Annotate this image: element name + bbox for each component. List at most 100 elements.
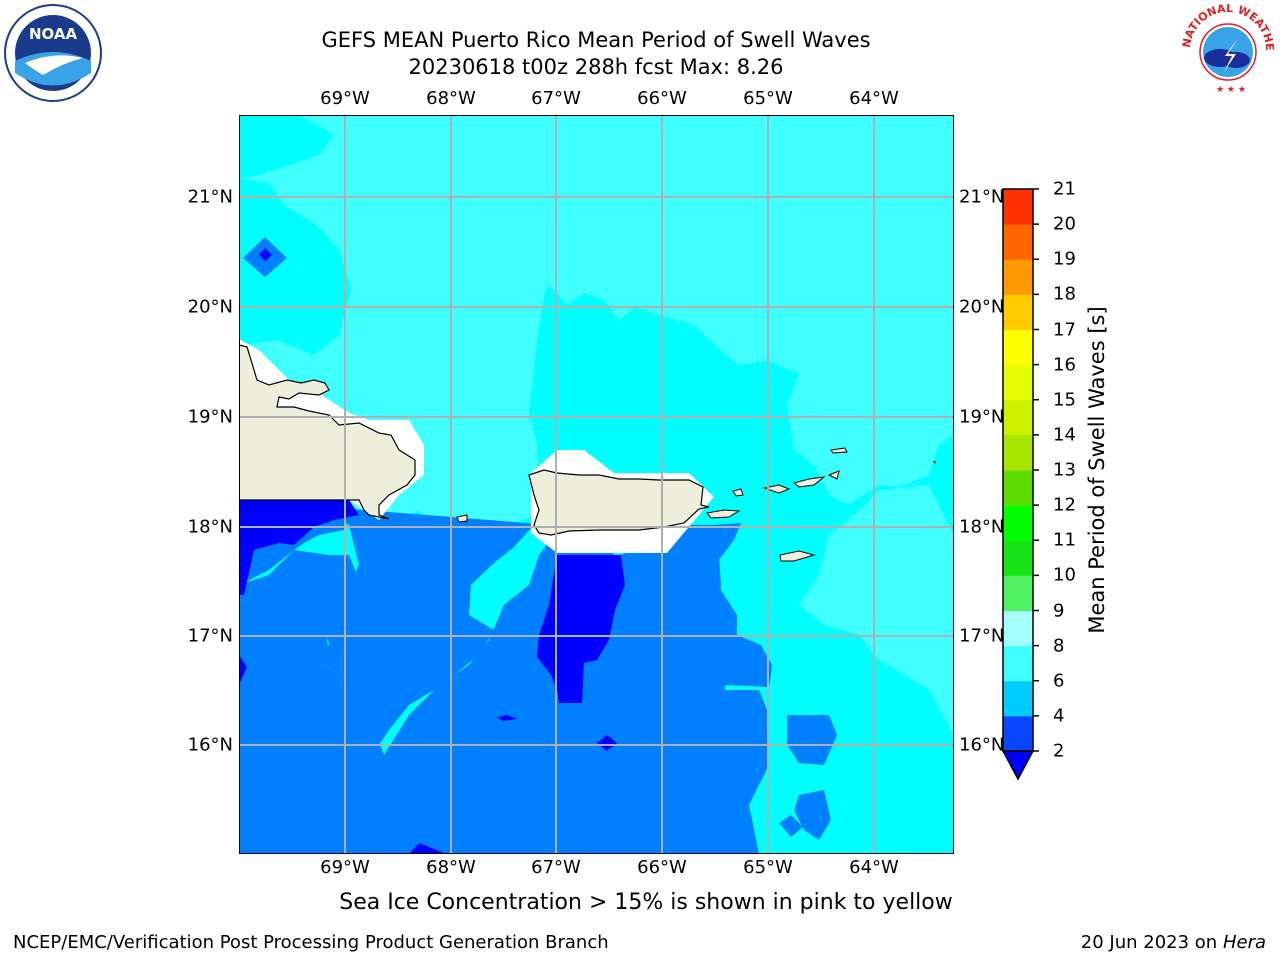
colorbar-swatch [1003, 294, 1033, 330]
colorbar [1001, 188, 1039, 781]
nws-logo: NATIONAL WEATHER SERVICE ★ ★ ★ [1180, 2, 1276, 96]
colorbar-under-arrow [1001, 750, 1035, 781]
colorbar-tick-label: 16 [1053, 354, 1076, 376]
colorbar-swatch [1003, 715, 1033, 752]
latitude-label-left: 21°N [187, 186, 233, 208]
swell-band-2-4-south [239, 535, 769, 854]
land-puerto-rico [528, 469, 710, 536]
chart-title: GEFS MEAN Puerto Rico Mean Period of Swe… [321, 28, 871, 52]
latitude-label-left: 17°N [187, 625, 233, 647]
chart-subtitle-run: 20230618 t00z 288h fcst Max: 8.26 [408, 55, 784, 79]
colorbar-swatch [1003, 645, 1033, 682]
land-mona-island [456, 514, 468, 523]
swell-band-under-2-west-edge [239, 655, 247, 685]
land-tortola [792, 476, 826, 488]
latitude-label-left: 19°N [187, 406, 233, 428]
longitude-label-top: 67°W [531, 88, 581, 109]
colorbar-swatch [1003, 610, 1033, 647]
colorbar-tick-label: 8 [1053, 635, 1065, 657]
swell-band-under-2-dot-3 [779, 815, 803, 837]
noaa-logo: NOAA [4, 4, 102, 102]
colorbar-tick-label: 20 [1053, 213, 1076, 235]
land-vieques [706, 509, 741, 519]
latitude-label-left: 18°N [187, 516, 233, 538]
longitude-label-bottom: 68°W [426, 857, 476, 878]
colorbar-tick-label: 19 [1053, 248, 1076, 270]
swell-band-under-2-west [239, 500, 359, 595]
swell-band-under-2-dot-2 [497, 715, 517, 721]
swell-band-6-8-southeast [799, 485, 954, 735]
colorbar-swatch [1003, 329, 1033, 366]
latitude-label-left: 20°N [187, 296, 233, 318]
longitude-label-top: 69°W [320, 88, 370, 109]
colorbar-swatch [1003, 434, 1033, 471]
colorbar-tick-label: 11 [1053, 529, 1076, 551]
colorbar-swatch [1003, 224, 1033, 260]
land-virgin-gorda [827, 470, 840, 480]
latitude-label-right: 17°N [959, 625, 1005, 647]
colorbar-tick-label: 15 [1053, 389, 1076, 411]
swell-band-under-2-northwest-dot [259, 248, 272, 261]
colorbar-tick-label: 2 [1053, 740, 1065, 762]
land-st-croix [779, 550, 816, 562]
footer-date-host: 20 Jun 2023 on Hera [1081, 932, 1266, 953]
colorbar-swatch [1003, 505, 1033, 541]
land-islet [933, 461, 936, 464]
colorbar-label: Mean Period of Swell Waves [s] [1085, 306, 1109, 634]
longitude-label-top: 66°W [637, 88, 687, 109]
latitude-label-right: 16°N [959, 734, 1005, 756]
colorbar-tick-label: 12 [1053, 494, 1076, 516]
colorbar-swatch [1003, 540, 1033, 576]
colorbar-tick-label: 21 [1053, 178, 1076, 200]
colorbar-swatch [1003, 470, 1033, 506]
swell-band-6-8 [239, 115, 954, 527]
longitude-label-bottom: 66°W [637, 857, 687, 878]
colorbar-tick-label: 9 [1053, 600, 1065, 621]
colorbar-swatch [1003, 680, 1033, 717]
swell-band-under-2-central [537, 555, 625, 703]
longitude-label-bottom: 65°W [743, 857, 793, 878]
latitude-label-right: 20°N [959, 296, 1005, 318]
swell-band-4-6-west [239, 179, 351, 355]
latitude-label-right: 18°N [959, 516, 1005, 538]
swell-band-4-6-south-2 [787, 715, 837, 765]
latitude-label-right: 21°N [959, 186, 1005, 208]
swell-band-under-2-south-edge [409, 843, 447, 854]
footer-date: 20 Jun 2023 [1080, 932, 1190, 953]
longitude-label-top: 65°W [743, 88, 793, 109]
colorbar-swatch [1003, 364, 1033, 401]
swell-band-4-6-south-3 [794, 790, 831, 840]
colorbar-tick-label: 6 [1053, 670, 1065, 692]
sea-ice-note: Sea Ice Concentration > 15% is shown in … [339, 890, 953, 915]
map-panel [239, 115, 954, 854]
colorbar-tick-label: 18 [1053, 283, 1076, 305]
colorbar-tick-label: 17 [1053, 319, 1076, 340]
longitude-label-bottom: 67°W [531, 857, 581, 878]
colorbar-swatch [1003, 189, 1033, 225]
colorbar-tick-label: 10 [1053, 564, 1076, 586]
swell-band-4-6-northwest [239, 115, 334, 179]
footer-branch: NCEP/EMC/Verification Post Processing Pr… [13, 932, 609, 953]
svg-text:★ ★ ★: ★ ★ ★ [1216, 85, 1246, 95]
colorbar-tick-label: 14 [1053, 424, 1076, 446]
longitude-label-top: 64°W [849, 88, 899, 109]
colorbar-swatch [1003, 575, 1033, 611]
longitude-label-bottom: 69°W [320, 857, 370, 878]
colorbar-swatch [1003, 259, 1033, 295]
land-hispaniola [239, 344, 416, 520]
footer-on: on [1194, 932, 1218, 953]
map-grid [239, 115, 954, 854]
longitude-label-bottom: 64°W [849, 857, 899, 878]
land-st-thomas [762, 484, 791, 494]
swell-band-4-6-south-1 [309, 640, 334, 663]
latitude-label-left: 16°N [187, 734, 233, 756]
latitude-label-right: 19°N [959, 406, 1005, 428]
colorbar-tick-label: 13 [1053, 459, 1076, 481]
noaa-logo-text: NOAA [29, 25, 78, 43]
land-anegada [830, 447, 848, 454]
swell-band-under-2-dot-1 [597, 735, 617, 751]
land-culebra [732, 488, 744, 497]
colorbar-tick-label: 4 [1053, 705, 1065, 727]
footer-host: Hera [1222, 932, 1266, 953]
colorbar-swatch [1003, 399, 1033, 436]
